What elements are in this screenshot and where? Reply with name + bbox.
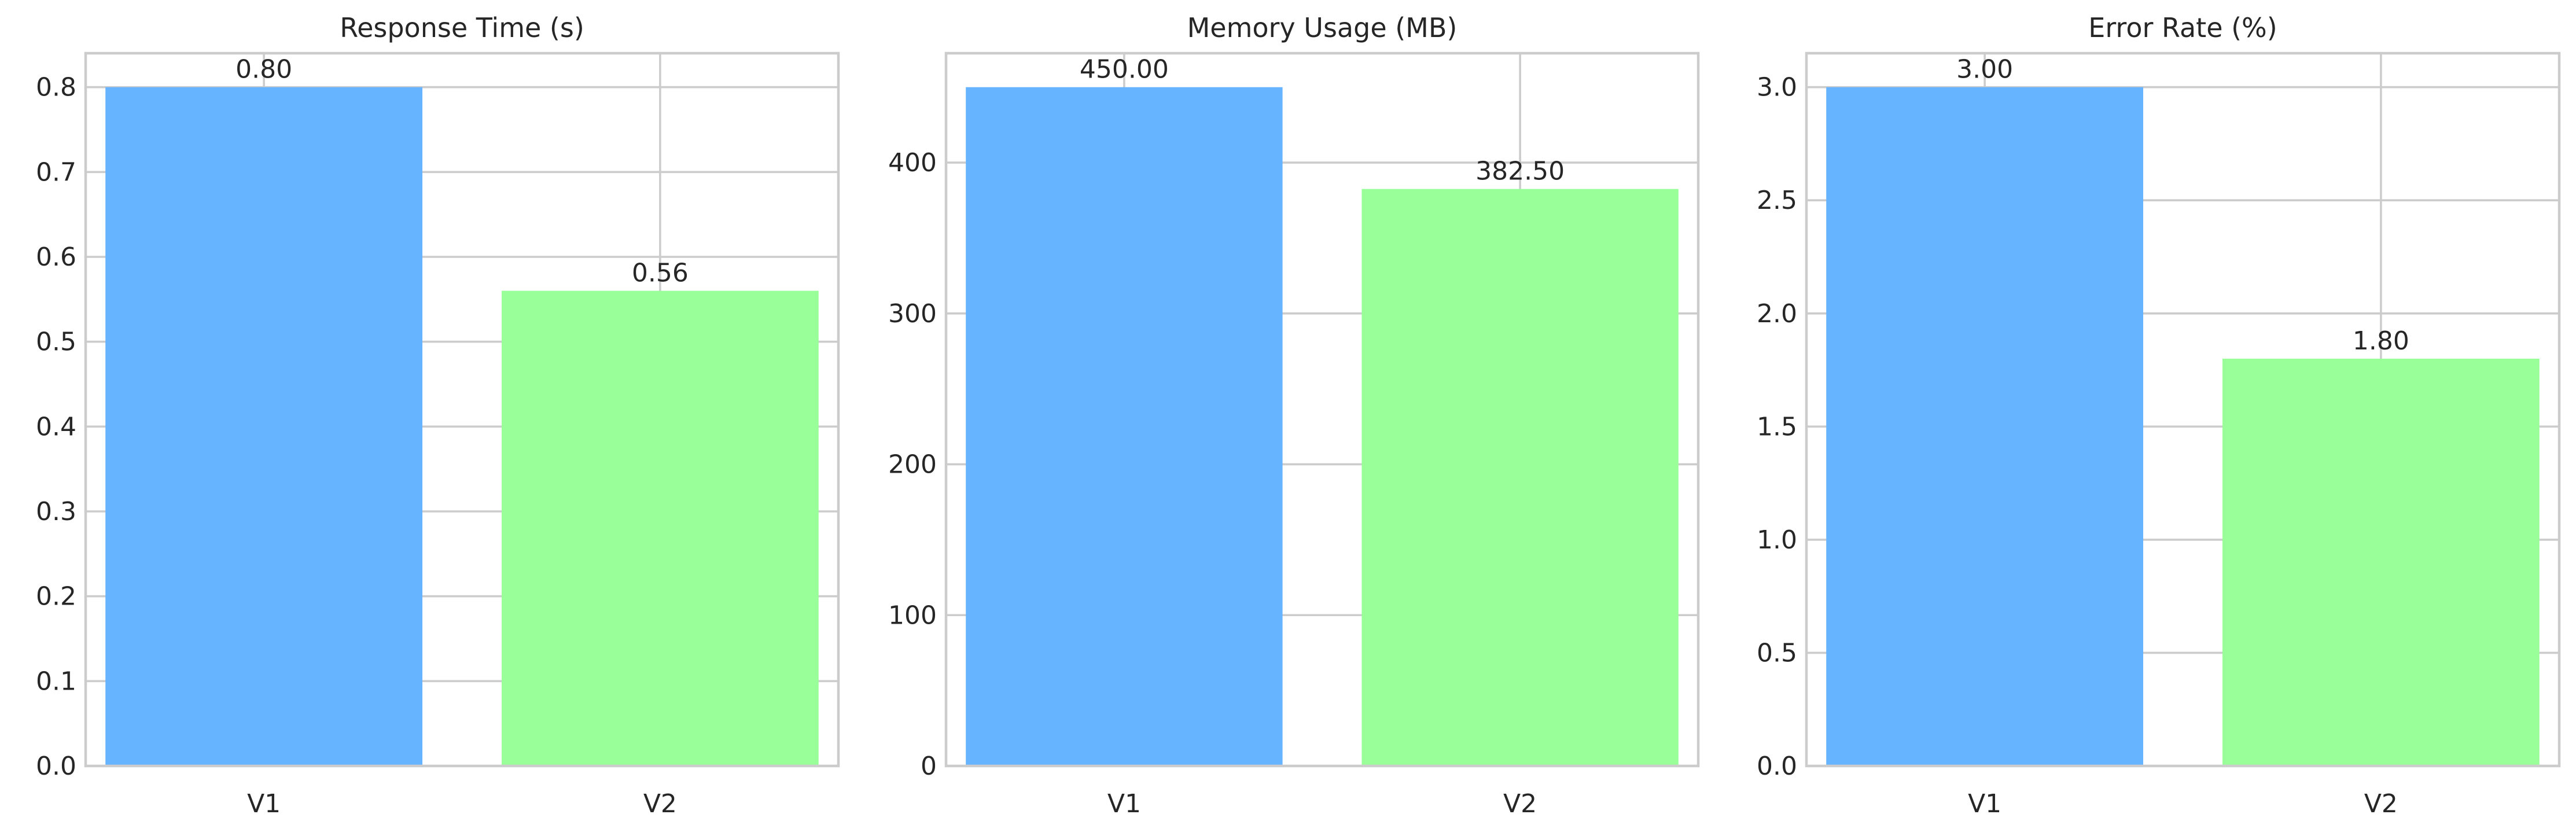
- bar-value-label: 3.00: [1956, 55, 2013, 84]
- bar-value-label: 0.56: [632, 259, 689, 288]
- y-tick-label: 300: [888, 299, 937, 329]
- y-tick-label: 3.0: [1757, 73, 1797, 102]
- bar-v2: [501, 290, 819, 767]
- bar-value-label: 1.80: [2353, 326, 2409, 356]
- axes-frame: [84, 51, 840, 768]
- y-tick-label: 0.6: [36, 242, 76, 272]
- y-tick-label: 0.0: [1757, 751, 1797, 781]
- chart-title: Response Time (s): [340, 12, 584, 43]
- bar-v2: [2222, 359, 2540, 766]
- y-tick-label: 0.0: [36, 751, 76, 781]
- chart-title: Error Rate (%): [2088, 12, 2277, 43]
- y-tick-label: 0.8: [36, 73, 76, 102]
- axes-frame: [944, 51, 1700, 768]
- bar-v1: [966, 87, 1283, 767]
- y-tick-label: 0.5: [1757, 638, 1797, 668]
- y-tick-label: 0.7: [36, 157, 76, 187]
- y-tick-label: 2.5: [1757, 186, 1797, 215]
- x-tick-label: V2: [1503, 789, 1537, 819]
- y-tick-label: 0.5: [36, 327, 76, 357]
- y-tick-label: 0.4: [36, 412, 76, 441]
- x-tick-label: V1: [247, 789, 281, 819]
- y-tick-label: 1.0: [1757, 525, 1797, 555]
- y-tick-label: 0.2: [36, 582, 76, 611]
- bar-v1: [1826, 87, 2144, 767]
- y-tick-label: 0.3: [36, 497, 76, 526]
- bar-value-label: 450.00: [1080, 55, 1169, 84]
- y-tick-label: 200: [888, 450, 937, 480]
- bar-value-label: 382.50: [1475, 157, 1565, 186]
- chart-title: Memory Usage (MB): [1187, 12, 1458, 43]
- x-tick-label: V2: [643, 789, 677, 819]
- axes-frame: [1805, 51, 2561, 768]
- y-tick-label: 100: [888, 600, 937, 630]
- y-tick-label: 400: [888, 148, 937, 178]
- bar-v1: [105, 87, 423, 767]
- bar-value-label: 0.80: [235, 55, 292, 84]
- x-tick-label: V1: [1107, 789, 1141, 819]
- y-tick-label: 1.5: [1757, 412, 1797, 441]
- x-tick-label: V2: [2364, 789, 2398, 819]
- bar-v2: [1361, 189, 1679, 767]
- y-tick-label: 2.0: [1757, 299, 1797, 329]
- y-tick-label: 0.1: [36, 666, 76, 696]
- y-tick-label: 0: [921, 751, 937, 781]
- x-tick-label: V1: [1968, 789, 2001, 819]
